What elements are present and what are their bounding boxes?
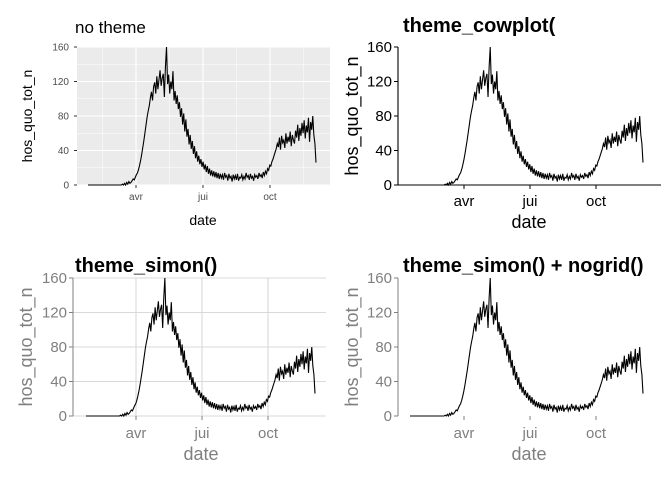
x-tick-label: jui bbox=[521, 425, 537, 442]
chart-title: no theme bbox=[75, 18, 146, 37]
axis-ticks bbox=[74, 46, 271, 188]
x-tick-label: jui bbox=[197, 192, 208, 203]
x-tick-label: jui bbox=[193, 425, 209, 442]
x-axis-label: date bbox=[511, 212, 546, 232]
chart-title: theme_simon() + nogrid() bbox=[403, 255, 644, 277]
axis-ticks bbox=[394, 46, 597, 189]
chart-panel-simon-nogrid: theme_simon() + nogrid() 0 40 80 120 160… bbox=[342, 255, 644, 464]
grid-lines bbox=[77, 46, 330, 186]
data-line bbox=[410, 277, 644, 418]
y-tick-label: 0 bbox=[59, 408, 67, 425]
x-tick-label: oct bbox=[263, 192, 277, 203]
x-tick-label: avr bbox=[454, 425, 475, 442]
y-tick-label: 160 bbox=[52, 43, 69, 54]
axis-ticks bbox=[394, 277, 597, 420]
y-tick-label: 80 bbox=[58, 112, 70, 123]
y-tick-labels: 0 40 80 120 160 bbox=[52, 43, 69, 192]
x-axis-label: date bbox=[183, 444, 218, 464]
y-tick-label: 160 bbox=[367, 39, 392, 56]
x-tick-label: oct bbox=[258, 425, 279, 442]
y-tick-label: 0 bbox=[384, 177, 392, 194]
x-tick-label: avr bbox=[129, 192, 144, 203]
axis-ticks bbox=[69, 277, 269, 420]
x-tick-label: oct bbox=[586, 193, 607, 210]
x-axis-label: date bbox=[189, 212, 216, 228]
y-tick-label: 40 bbox=[58, 146, 70, 157]
data-line bbox=[86, 277, 316, 418]
y-tick-label: 40 bbox=[375, 143, 392, 160]
x-tick-labels: avr jui oct bbox=[454, 193, 607, 210]
y-tick-label: 80 bbox=[50, 339, 67, 356]
x-tick-labels: avr jui oct bbox=[454, 425, 607, 442]
y-tick-label: 120 bbox=[367, 74, 392, 91]
y-axis-label: hos_quo_tot_n bbox=[16, 287, 37, 406]
data-line bbox=[88, 46, 317, 187]
chart-title: theme_simon() bbox=[75, 255, 217, 277]
y-tick-label: 0 bbox=[63, 181, 69, 192]
y-tick-label: 40 bbox=[50, 374, 67, 391]
x-tick-label: avr bbox=[454, 193, 475, 210]
y-tick-labels: 0 40 80 120 160 bbox=[367, 270, 392, 425]
y-axis-label: hos_quo_tot_n bbox=[342, 287, 363, 406]
chart-panel-simon: theme_simon() 0 40 80 120 160 avr jui oc… bbox=[16, 255, 326, 464]
x-tick-labels: avr jui oct bbox=[129, 192, 277, 203]
y-axis-label: hos_quo_tot_n bbox=[342, 56, 363, 175]
y-tick-label: 160 bbox=[367, 270, 392, 287]
x-tick-labels: avr jui oct bbox=[126, 425, 279, 442]
y-tick-labels: 0 40 80 120 160 bbox=[42, 270, 67, 425]
x-tick-label: avr bbox=[126, 425, 147, 442]
data-line bbox=[410, 46, 644, 187]
grid-lines bbox=[73, 277, 326, 417]
y-tick-label: 120 bbox=[367, 305, 392, 322]
y-tick-label: 0 bbox=[384, 408, 392, 425]
y-tick-label: 160 bbox=[42, 270, 67, 287]
chart-panel-cowplot: theme_cowplot( 0 40 80 120 160 avr jui o… bbox=[342, 15, 661, 232]
x-tick-label: oct bbox=[586, 425, 607, 442]
y-tick-label: 120 bbox=[42, 305, 67, 322]
y-axis-label: hos_quo_tot_n bbox=[19, 70, 35, 163]
y-tick-label: 40 bbox=[375, 374, 392, 391]
x-tick-label: jui bbox=[521, 193, 537, 210]
chart-panel-no-theme: no theme 0 40 80 120 160 avr jui oct dat… bbox=[19, 18, 330, 228]
y-tick-label: 80 bbox=[375, 339, 392, 356]
y-tick-label: 80 bbox=[375, 108, 392, 125]
y-tick-labels: 0 40 80 120 160 bbox=[367, 39, 392, 194]
chart-title: theme_cowplot( bbox=[403, 15, 556, 37]
x-axis-label: date bbox=[511, 444, 546, 464]
y-tick-label: 120 bbox=[52, 77, 69, 88]
